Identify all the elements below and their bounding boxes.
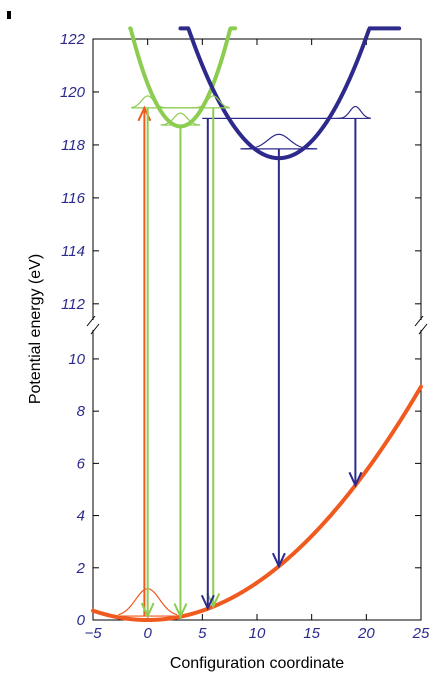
break-mark: [86, 315, 96, 327]
corner-mark: [7, 11, 11, 19]
y-tick-label: 10: [68, 351, 85, 368]
y-tick-label: 120: [60, 84, 86, 101]
y-tick-label: 2: [76, 560, 86, 577]
y-axis-title: Potential energy (eV): [27, 254, 44, 404]
y-tick-label: 118: [61, 137, 86, 154]
arrowhead-purple: [200, 594, 215, 611]
arrowhead-purple: [348, 471, 363, 488]
x-axis-title: Configuration coordinate: [170, 655, 344, 672]
y-tick-label: 114: [61, 243, 85, 260]
potential-curve-ground: [91, 384, 423, 622]
vibrational-levels: [117, 95, 371, 617]
potential-curves: [91, 26, 423, 622]
y-tick-label: 6: [77, 455, 86, 472]
y-tick-label: 122: [60, 31, 86, 48]
x-tick-label: 15: [303, 625, 320, 642]
arrowhead-green: [173, 603, 188, 619]
wavefunction-purple: [202, 105, 371, 120]
arrowhead-green: [140, 602, 155, 619]
y-tick-label: 116: [61, 190, 86, 207]
x-tick-label: 0: [143, 625, 152, 642]
y-tick-label: 8: [77, 403, 86, 420]
axis-breaks: [86, 315, 428, 335]
y-tick-label: 0: [77, 612, 86, 629]
x-tick-label: 5: [198, 625, 207, 642]
arrowhead-purple: [271, 552, 286, 569]
wavefunction-green: [131, 95, 230, 109]
arrowhead-green: [206, 593, 221, 609]
wavefunction-purple: [240, 133, 318, 150]
break-mark: [418, 323, 428, 335]
y-tick-label: 112: [61, 296, 86, 313]
transition-arrows: [137, 105, 363, 619]
break-gap: [86, 320, 100, 330]
wavefunction-green: [160, 112, 201, 126]
potential-curve-green: [128, 26, 238, 129]
x-tick-label: 25: [412, 625, 430, 642]
break-gap: [414, 320, 428, 330]
x-tick-label: 20: [357, 625, 375, 642]
break-mark: [90, 323, 100, 335]
break-mark: [414, 315, 424, 327]
x-tick-label: 10: [249, 625, 266, 642]
plot-frame: [92, 38, 422, 621]
x-tick-label: −5: [84, 625, 102, 642]
y-tick-label: 4: [77, 508, 85, 525]
